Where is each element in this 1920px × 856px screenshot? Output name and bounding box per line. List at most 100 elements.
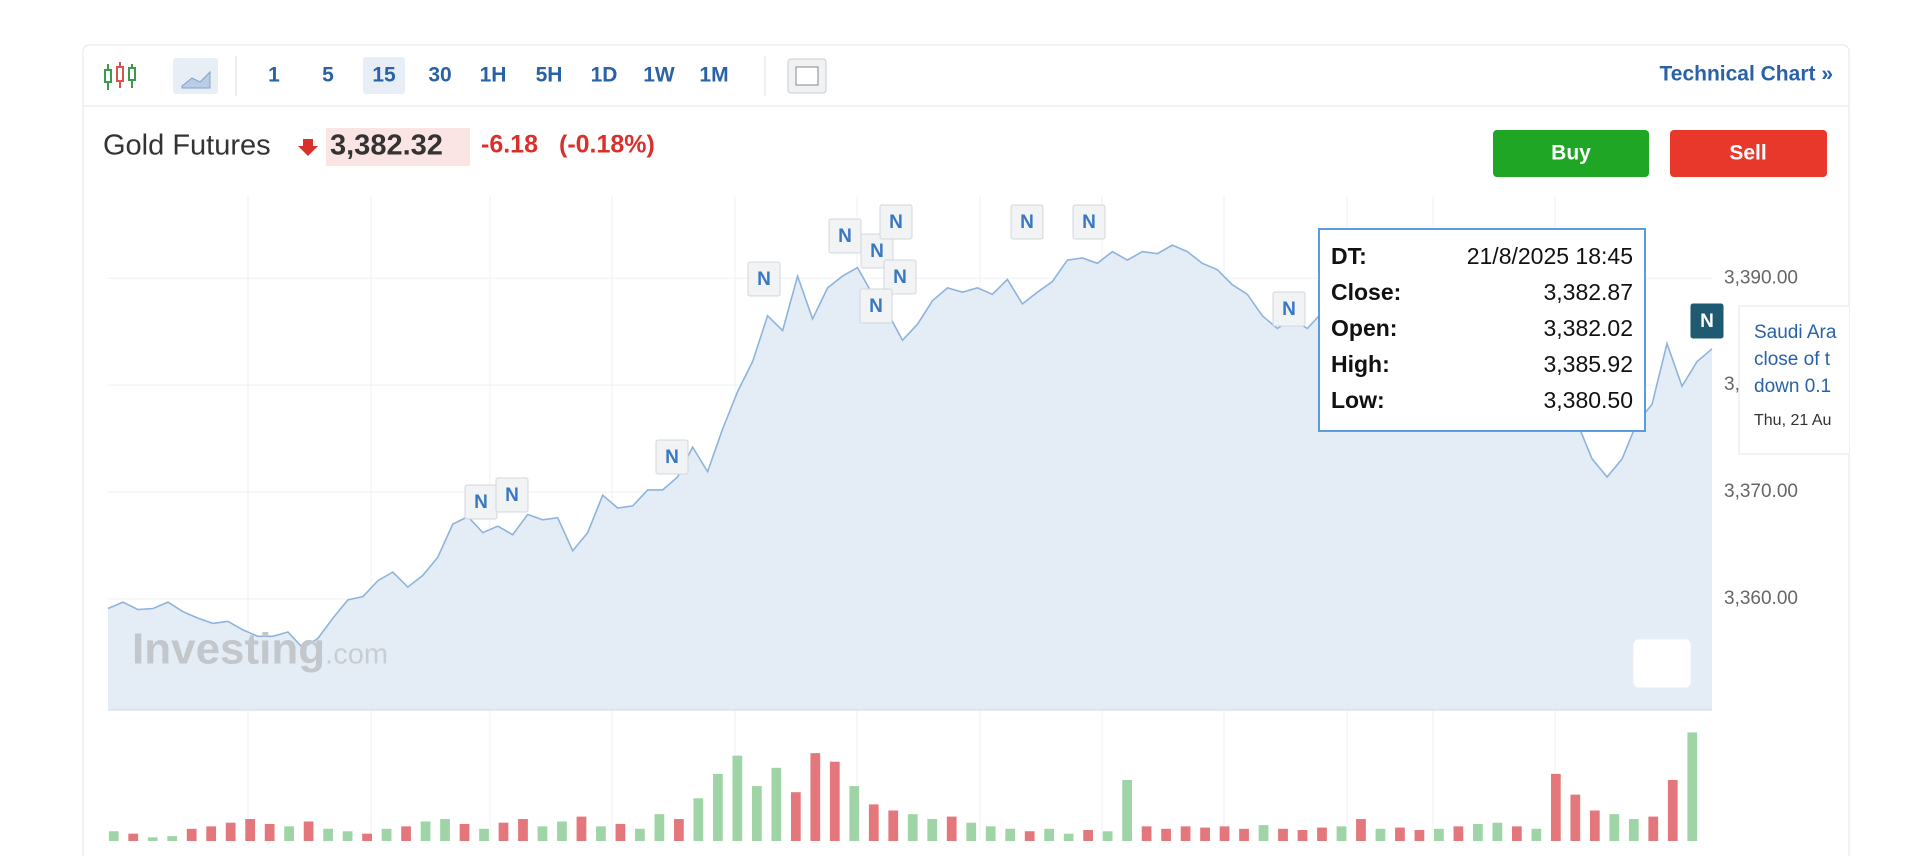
volume-bar [1511, 826, 1522, 841]
price: 3,382.32 [330, 130, 443, 162]
volume-bar [596, 826, 606, 841]
tooltip-value: 3,380.50 [1543, 387, 1633, 413]
volume-bar [1395, 827, 1405, 841]
volume-bar [849, 786, 860, 841]
interval-button[interactable]: 1 [268, 64, 280, 87]
interval-button[interactable]: 1H [480, 64, 507, 87]
news-marker[interactable] [1272, 291, 1306, 327]
interval-button[interactable]: 5 [322, 64, 334, 87]
volume-bar [1550, 773, 1561, 841]
news-marker-label[interactable]: N [1700, 311, 1714, 332]
volume-bar [245, 819, 256, 841]
volume-bar [1414, 830, 1425, 841]
volume-bar [1102, 831, 1113, 841]
volume-bar [1473, 823, 1483, 841]
area-icon-button[interactable] [173, 58, 218, 94]
interval-button[interactable]: 15 [372, 64, 396, 87]
zoom-reset[interactable] [1632, 638, 1692, 689]
volume-bar [206, 826, 217, 841]
news-marker[interactable] [1072, 204, 1106, 240]
news-marker[interactable] [495, 477, 529, 513]
news-marker-label[interactable]: N [474, 492, 488, 513]
volume-bar [615, 823, 626, 841]
volume-bar [342, 831, 353, 841]
volume-bar [362, 833, 372, 841]
volume-bar [401, 826, 411, 841]
news-marker-label[interactable]: N [1282, 299, 1296, 320]
sell-button[interactable] [1670, 130, 1827, 177]
interval-button[interactable]: 1D [591, 64, 618, 87]
watermark: Investing [132, 625, 325, 674]
interval-button[interactable]: 1W [643, 64, 675, 87]
news-marker-label[interactable]: N [505, 485, 519, 506]
candlestick-icon[interactable] [104, 62, 136, 90]
area-icon [181, 70, 211, 89]
volume-bar [479, 828, 489, 841]
volume-bar [1141, 826, 1152, 841]
volume-bar [498, 822, 509, 841]
news-marker[interactable] [1690, 303, 1724, 339]
volume-bar [1667, 780, 1678, 841]
technical-chart-link[interactable]: Technical Chart » [1660, 63, 1834, 86]
volume-bar [985, 826, 996, 841]
interval-button[interactable]: 30 [428, 64, 451, 87]
volume-bar [518, 819, 528, 841]
volume-bar [1239, 828, 1249, 841]
news-marker-label[interactable]: N [665, 447, 679, 468]
volume-bar [790, 792, 801, 841]
tooltip-label: Low: [1331, 387, 1385, 413]
volume-bar [108, 831, 119, 841]
news-marker[interactable] [747, 261, 781, 297]
news-marker-label[interactable]: N [1082, 212, 1096, 233]
news-marker-label[interactable]: N [889, 212, 903, 233]
news-marker[interactable] [859, 288, 893, 324]
news-popup-line[interactable]: down 0.1 [1754, 376, 1831, 397]
volume-bar [771, 767, 782, 841]
news-marker[interactable] [860, 233, 894, 269]
volume-bar [1492, 822, 1503, 841]
news-popup-line[interactable]: close of t [1754, 349, 1831, 370]
price-area [108, 245, 1712, 710]
volume-bar [829, 761, 840, 841]
buy-label[interactable]: Buy [1551, 142, 1591, 165]
news-marker-label[interactable]: N [893, 267, 907, 288]
interval-button[interactable]: 1M [699, 64, 728, 87]
volume-bar [1005, 828, 1016, 841]
news-marker-label[interactable]: N [1020, 212, 1034, 233]
news-popup-box [1738, 305, 1849, 455]
volume-bar [537, 826, 548, 841]
volume-bar [1531, 828, 1542, 841]
news-marker-label[interactable]: N [870, 241, 884, 262]
y-tick-label: 3,360.00 [1724, 588, 1798, 609]
volume-bar [1024, 831, 1035, 841]
interval-button[interactable]: 5H [536, 64, 563, 87]
news-popup-date: Thu, 21 Au [1754, 412, 1831, 429]
tooltip-label: Open: [1331, 315, 1397, 341]
tooltip-value: 3,382.02 [1543, 315, 1633, 341]
news-marker-label[interactable]: N [869, 296, 883, 317]
sell-label[interactable]: Sell [1729, 142, 1766, 165]
news-marker[interactable] [1010, 204, 1044, 240]
news-marker[interactable] [883, 259, 917, 295]
volume-bar [557, 821, 567, 841]
volume-bar [966, 822, 977, 841]
volume-bar [1258, 825, 1269, 841]
news-marker[interactable] [655, 439, 689, 475]
news-popup-line[interactable]: Saudi Ara [1754, 322, 1837, 343]
news-marker-label[interactable]: N [757, 269, 771, 290]
volume-bar [1434, 828, 1444, 841]
volume-bar [1356, 819, 1366, 841]
news-marker-label[interactable]: N [838, 226, 852, 247]
table-icon-inner [795, 66, 819, 86]
price-change: -6.18 [481, 131, 538, 159]
volume-bar [907, 814, 918, 841]
news-marker[interactable] [879, 204, 913, 240]
volume-bar [1278, 828, 1288, 841]
volume-bar [927, 819, 938, 841]
price-change-percent: (-0.18%) [559, 131, 655, 159]
volume-bar [654, 814, 665, 841]
y-tick-label: 3,370.00 [1724, 481, 1798, 502]
volume-bar [693, 798, 704, 841]
buy-button[interactable] [1493, 130, 1649, 177]
